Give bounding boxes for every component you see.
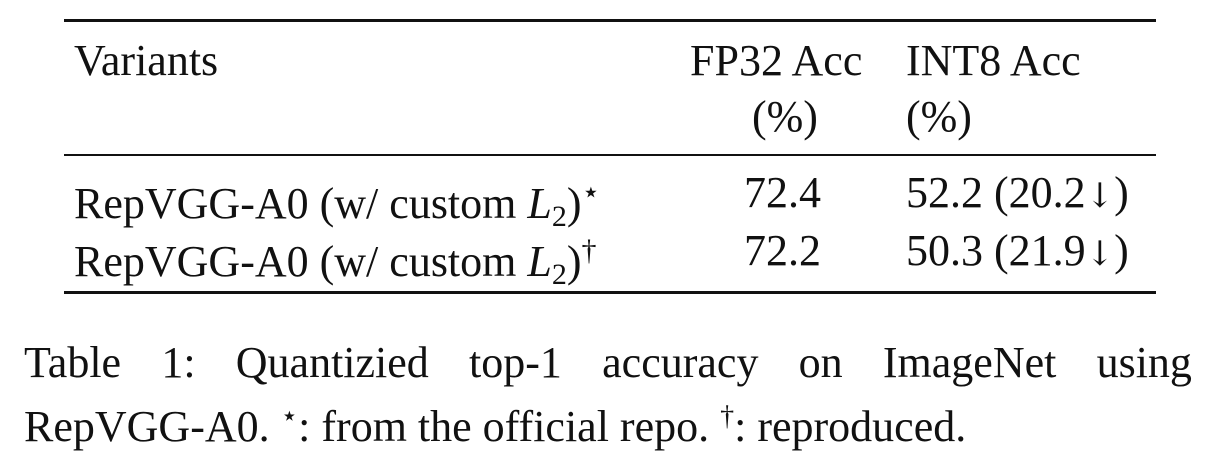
table-row-1-variant: RepVGG-A0 (w/ custom L2)⋆ <box>74 168 600 242</box>
caption-text: : from the official repo. <box>298 402 721 451</box>
caption-word: Quantizied <box>235 338 429 387</box>
caption-line-2: RepVGG-A0. ⋆: from the official repo. †:… <box>24 390 1192 454</box>
table-mid-rule <box>64 154 1156 156</box>
table-row-2-variant: RepVGG-A0 (w/ custom L2)† <box>74 226 597 300</box>
int8-close: ) <box>1114 168 1129 217</box>
caption-text: RepVGG-A0. <box>24 402 281 451</box>
int8-value: 52.2 (20.2 <box>906 168 1086 217</box>
dagger-marker: † <box>581 234 597 267</box>
caption-text: : reproduced. <box>734 402 967 451</box>
table-row-2-fp32: 72.2 <box>744 226 821 275</box>
caption-word: on <box>798 338 843 387</box>
header-int8-acc: INT8 Acc <box>906 36 1081 85</box>
variant-close: ) <box>566 237 582 286</box>
header-int8-unit: (%) <box>906 92 972 141</box>
variant-text: RepVGG-A0 (w/ custom <box>74 179 528 228</box>
caption-word: 1: <box>161 338 196 387</box>
header-variants: Variants <box>74 36 219 85</box>
caption-line-1: Table 1: Quantizied top-1 accuracy on Im… <box>24 336 1192 390</box>
math-subscript: 2 <box>551 258 567 291</box>
variant-text: RepVGG-A0 (w/ custom <box>74 237 528 286</box>
star-marker: ⋆ <box>280 401 299 432</box>
table-caption: Table 1: Quantizied top-1 accuracy on Im… <box>24 336 1192 454</box>
caption-word: Table <box>24 338 122 387</box>
table-row-1-int8: 52.2 (20.2↓) <box>906 168 1129 221</box>
caption-word: accuracy <box>602 338 759 387</box>
star-marker: ⋆ <box>581 176 601 209</box>
caption-word: top-1 <box>469 338 562 387</box>
int8-value: 50.3 (21.9 <box>906 226 1086 275</box>
math-l: L <box>527 179 552 228</box>
int8-close: ) <box>1114 226 1129 275</box>
variant-close: ) <box>566 179 582 228</box>
down-arrow-icon: ↓ <box>1085 234 1115 274</box>
caption-word: using <box>1096 338 1192 387</box>
table-top-rule <box>64 19 1156 22</box>
header-fp32-acc: FP32 Acc <box>690 36 863 85</box>
table-bottom-rule <box>64 291 1156 294</box>
math-subscript: 2 <box>551 200 567 233</box>
header-fp32-unit: (%) <box>752 92 818 141</box>
caption-word: ImageNet <box>882 338 1057 387</box>
table-row-2-int8: 50.3 (21.9↓) <box>906 226 1129 279</box>
down-arrow-icon: ↓ <box>1085 176 1115 216</box>
math-l: L <box>527 237 552 286</box>
dagger-marker: † <box>720 401 735 432</box>
table-row-1-fp32: 72.4 <box>744 168 821 217</box>
